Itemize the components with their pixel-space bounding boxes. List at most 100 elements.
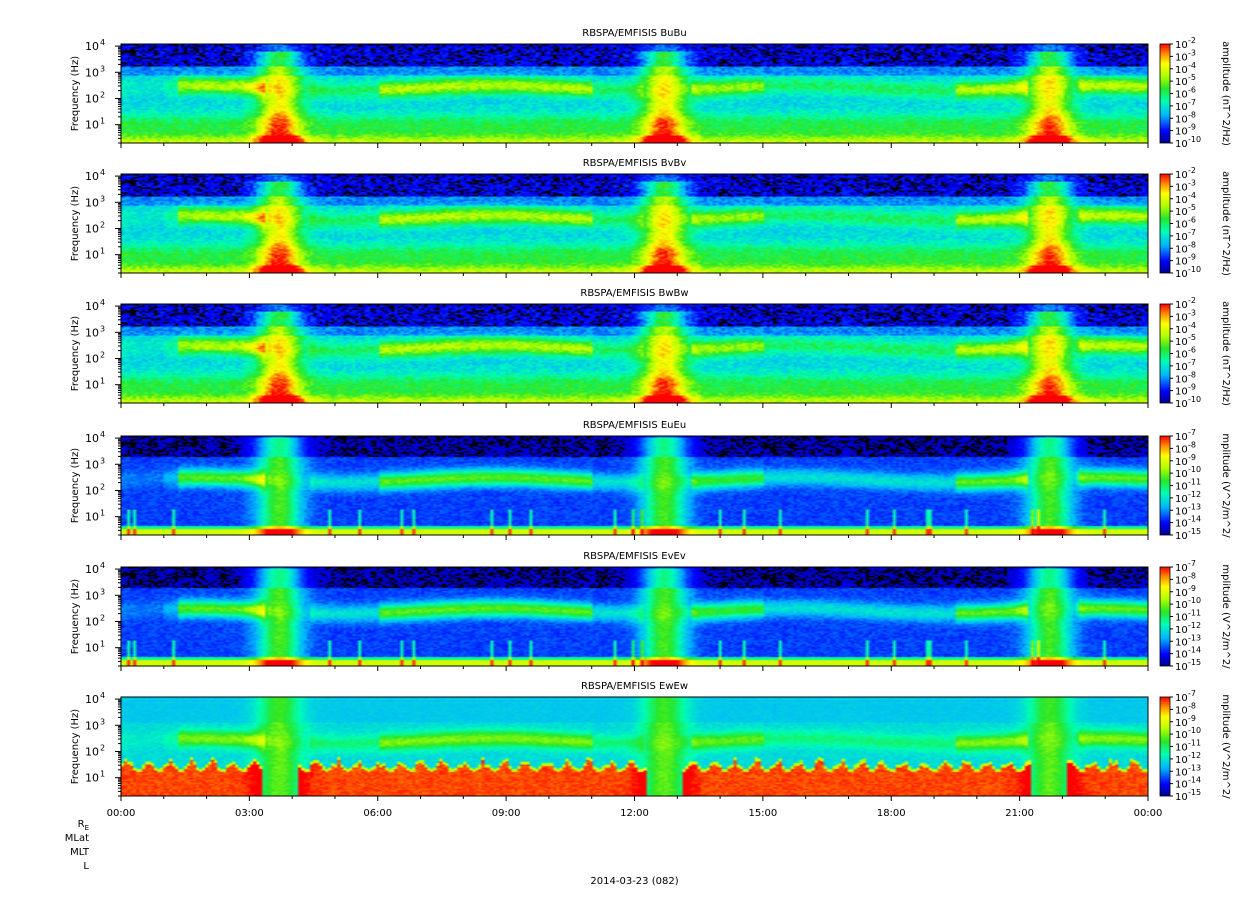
colorbar-label: amplitude (nT^2/Hz)	[1220, 41, 1231, 146]
y-axis-label: Frequency (Hz)	[70, 709, 81, 785]
y-axis-label: Frequency (Hz)	[70, 56, 81, 132]
colorbar-tick-label: 10	[1175, 170, 1188, 181]
colorbar	[1159, 696, 1171, 797]
y-tick-exponent: 2	[100, 90, 105, 99]
colorbar-tick-exponent: -13	[1188, 502, 1201, 511]
y-tick-exponent: 4	[100, 298, 105, 307]
x-tick-label: 06:00	[363, 808, 392, 819]
colorbar-tick-label: 10	[1175, 444, 1188, 455]
colorbar-tick-label: 10	[1175, 337, 1188, 348]
y-tick-exponent: 3	[100, 717, 105, 726]
colorbar-tick-label: 10	[1175, 650, 1188, 661]
y-tick-label: 10	[85, 119, 99, 132]
colorbar-tick-exponent: -6	[1188, 216, 1196, 225]
x-tick-label: 21:00	[1005, 808, 1034, 819]
y-tick-label: 10	[85, 719, 99, 732]
y-tick-label: 10	[85, 745, 99, 758]
y-tick-exponent: 2	[100, 482, 105, 491]
colorbar	[1159, 43, 1171, 144]
colorbar-tick-label: 10	[1175, 705, 1188, 716]
colorbar-tick-exponent: -9	[1188, 253, 1196, 262]
colorbar-tick-exponent: -14	[1188, 515, 1201, 524]
colorbar-tick-exponent: -4	[1188, 191, 1196, 200]
y-tick-label: 10	[85, 772, 99, 785]
colorbar-tick-exponent: -9	[1188, 584, 1196, 593]
colorbar-tick-exponent: -10	[1188, 395, 1201, 404]
y-tick-exponent: 4	[100, 691, 105, 700]
colorbar-tick-label: 10	[1175, 506, 1188, 517]
y-tick-label: 10	[85, 40, 99, 53]
y-tick-label: 10	[85, 693, 99, 706]
y-tick-label: 10	[85, 66, 99, 79]
y-axis-label: Frequency (Hz)	[70, 186, 81, 262]
y-tick-exponent: 2	[100, 350, 105, 359]
y-tick-exponent: 4	[100, 38, 105, 47]
colorbar-tick-exponent: -5	[1188, 73, 1196, 82]
colorbar-tick-label: 10	[1175, 300, 1188, 311]
colorbar-tick-label: 10	[1175, 362, 1188, 373]
colorbar-tick-exponent: -14	[1188, 646, 1201, 655]
colorbar-tick-exponent: -8	[1188, 440, 1196, 449]
colorbar-tick-label: 10	[1175, 482, 1188, 493]
y-tick-exponent: 3	[100, 64, 105, 73]
colorbar-tick-exponent: -4	[1188, 61, 1196, 70]
colorbar-tick-label: 10	[1175, 182, 1188, 193]
colorbar-tick-label: 10	[1175, 207, 1188, 218]
colorbar-tick-exponent: -9	[1188, 453, 1196, 462]
colorbar-tick-exponent: -2	[1188, 166, 1196, 175]
colorbar-tick-exponent: -10	[1188, 135, 1201, 144]
colorbar-tick-label: 10	[1175, 780, 1188, 791]
colorbar-tick-label: 10	[1175, 662, 1188, 673]
colorbar-tick-exponent: -10	[1188, 726, 1201, 735]
colorbar-tick-label: 10	[1175, 77, 1188, 88]
y-tick-label: 10	[85, 642, 99, 655]
y-tick-exponent: 1	[100, 377, 105, 386]
colorbar-tick-label: 10	[1175, 563, 1188, 574]
colorbar-tick-exponent: -4	[1188, 321, 1196, 330]
colorbar-tick-label: 10	[1175, 469, 1188, 480]
colorbar	[1159, 566, 1171, 667]
colorbar-tick-exponent: -8	[1188, 370, 1196, 379]
colorbar-tick-label: 10	[1175, 244, 1188, 255]
y-tick-label: 10	[85, 196, 99, 209]
colorbar-tick-label: 10	[1175, 90, 1188, 101]
ephemeris-label: L	[83, 861, 89, 872]
y-tick-label: 10	[85, 563, 99, 576]
colorbar-tick-label: 10	[1175, 312, 1188, 323]
y-tick-exponent: 1	[100, 640, 105, 649]
colorbar-tick-exponent: -3	[1188, 308, 1196, 317]
ephemeris-label: RE	[78, 819, 89, 832]
colorbar-tick-exponent: -2	[1188, 36, 1196, 45]
y-tick-exponent: 1	[100, 247, 105, 256]
colorbar-tick-exponent: -8	[1188, 571, 1196, 580]
colorbar-tick-label: 10	[1175, 387, 1188, 398]
colorbar-tick-exponent: -10	[1188, 265, 1201, 274]
ephemeris-label: MLT	[70, 847, 90, 858]
colorbar-tick-label: 10	[1175, 220, 1188, 231]
y-tick-label: 10	[85, 326, 99, 339]
colorbar	[1159, 173, 1171, 274]
y-tick-exponent: 1	[100, 770, 105, 779]
colorbar-tick-exponent: -7	[1188, 428, 1196, 437]
spectrogram-heatmap	[121, 436, 1148, 535]
colorbar-tick-label: 10	[1175, 257, 1188, 268]
colorbar-tick-label: 10	[1175, 432, 1188, 443]
y-tick-exponent: 2	[100, 613, 105, 622]
colorbar-label: mplitude (V^2/m^2/	[1220, 694, 1231, 799]
colorbar	[1159, 303, 1171, 404]
colorbar-tick-exponent: -12	[1188, 751, 1201, 760]
colorbar-tick-label: 10	[1175, 127, 1188, 138]
colorbar-tick-exponent: -10	[1188, 596, 1201, 605]
colorbar-tick-label: 10	[1175, 743, 1188, 754]
y-tick-exponent: 3	[100, 194, 105, 203]
colorbar-tick-exponent: -9	[1188, 123, 1196, 132]
y-tick-exponent: 4	[100, 561, 105, 570]
colorbar-tick-exponent: -6	[1188, 86, 1196, 95]
colorbar-tick-exponent: -13	[1188, 633, 1201, 642]
colorbar-tick-exponent: -15	[1188, 527, 1201, 536]
y-tick-label: 10	[85, 615, 99, 628]
